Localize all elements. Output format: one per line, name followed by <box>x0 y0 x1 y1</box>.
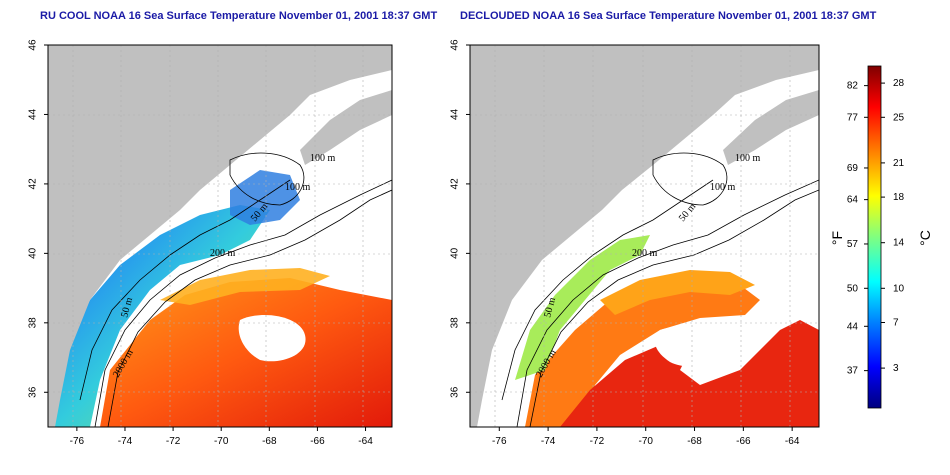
right-lon-tick-label: -72 <box>590 436 605 447</box>
left-nova-scotia <box>300 90 392 165</box>
left-lat-tick-label: 42 <box>28 178 39 190</box>
left-land <box>48 45 392 427</box>
celsius-tick-label: 7 <box>893 318 899 329</box>
celsius-tick-label: 10 <box>893 283 905 294</box>
right-gridlines <box>470 45 819 427</box>
right-cloud-gap <box>654 325 722 367</box>
left-georges-bank-water <box>230 170 300 225</box>
right-map-frame <box>469 44 820 428</box>
left-map-title: RU COOL NOAA 16 Sea Surface Temperature … <box>40 10 438 22</box>
left-contour-label: 100 m <box>310 153 336 164</box>
right-lat-tick-label: 44 <box>450 108 461 120</box>
right-lat-tick-label: 42 <box>450 178 461 190</box>
left-gridlines <box>48 45 392 427</box>
left-lat-tick-label: 38 <box>28 317 39 329</box>
right-nova-scotia <box>723 90 819 165</box>
left-shelf-water <box>55 205 270 427</box>
left-axis-ticks: -76 -74 -72 -70 -68 -66 -64 36 38 40 42 44 46 <box>28 39 374 447</box>
right-shelf-water <box>515 235 650 380</box>
right-lat-tick-label: 40 <box>450 247 461 259</box>
left-lon-tick-label: -70 <box>214 436 229 447</box>
left-slope-water <box>160 268 330 305</box>
left-lon-tick-label: -64 <box>358 436 373 447</box>
left-lon-tick-label: -66 <box>310 436 325 447</box>
right-depth-contours <box>501 152 819 427</box>
left-lon-tick-label: -76 <box>70 436 85 447</box>
left-lat-tick-label: 40 <box>28 247 39 259</box>
fahrenheit-tick-label: 50 <box>847 283 859 294</box>
right-lon-tick-label: -64 <box>785 436 800 447</box>
fahrenheit-tick-label: 57 <box>847 239 859 250</box>
left-cloud-gap <box>238 315 306 362</box>
colorbar-ticks: 28 25 21 18 14 10 7 3 82 77 69 64 57 50 44 37 <box>847 78 905 377</box>
right-lon-tick-label: -76 <box>492 436 507 447</box>
celsius-tick-label: 3 <box>893 363 899 374</box>
left-contour-label: 200 m <box>210 248 236 259</box>
left-map-frame <box>47 44 393 428</box>
right-axis-ticks: -76 -74 -72 -70 -68 -66 -64 36 38 40 42 44 46 <box>450 39 800 447</box>
right-lat-tick-label: 46 <box>450 39 461 51</box>
right-land <box>470 45 819 427</box>
left-contour-label: 50 m <box>119 296 135 319</box>
right-lat-tick-label: 38 <box>450 317 461 329</box>
right-slope-water <box>600 270 755 315</box>
right-hot-water <box>560 320 819 427</box>
fahrenheit-tick-label: 82 <box>847 81 859 92</box>
celsius-tick-label: 25 <box>893 112 905 123</box>
left-lat-tick-label: 36 <box>28 386 39 398</box>
celsius-tick-label: 18 <box>893 192 905 203</box>
right-warm-water <box>525 278 760 427</box>
colorbar-gradient <box>867 65 882 409</box>
temperature-colorbar: 28 25 21 18 14 10 7 3 82 77 69 64 57 50 44 37 °F °C <box>829 65 933 409</box>
right-contour-label: 200 m <box>632 248 658 259</box>
left-warm-water <box>100 278 392 427</box>
left-lon-tick-label: -74 <box>118 436 133 447</box>
right-lon-tick-label: -66 <box>736 436 751 447</box>
right-lon-tick-label: -70 <box>638 436 653 447</box>
fahrenheit-tick-label: 77 <box>847 112 859 123</box>
fahrenheit-tick-label: 69 <box>847 163 859 174</box>
celsius-tick-label: 21 <box>893 158 905 169</box>
fahrenheit-unit-label: °F <box>829 231 845 245</box>
left-lon-tick-label: -72 <box>166 436 181 447</box>
left-lat-tick-label: 46 <box>28 39 39 51</box>
right-contour-label: 50 m <box>542 296 558 319</box>
fahrenheit-tick-label: 64 <box>847 195 859 206</box>
celsius-unit-label: °C <box>917 230 933 246</box>
left-lat-tick-label: 44 <box>28 108 39 120</box>
celsius-tick-label: 14 <box>893 238 905 249</box>
right-lat-tick-label: 36 <box>450 386 461 398</box>
right-contour-label: 100 m <box>710 182 736 193</box>
right-lon-tick-label: -74 <box>541 436 556 447</box>
right-map-title: DECLOUDED NOAA 16 Sea Surface Temperatur… <box>460 10 877 22</box>
left-contour-label: 100 m <box>285 182 311 193</box>
fahrenheit-tick-label: 37 <box>847 366 859 377</box>
celsius-tick-label: 28 <box>893 78 905 89</box>
fahrenheit-tick-label: 44 <box>847 321 859 332</box>
right-lon-tick-label: -68 <box>687 436 702 447</box>
right-contour-label: 100 m <box>735 153 761 164</box>
left-lon-tick-label: -68 <box>262 436 277 447</box>
